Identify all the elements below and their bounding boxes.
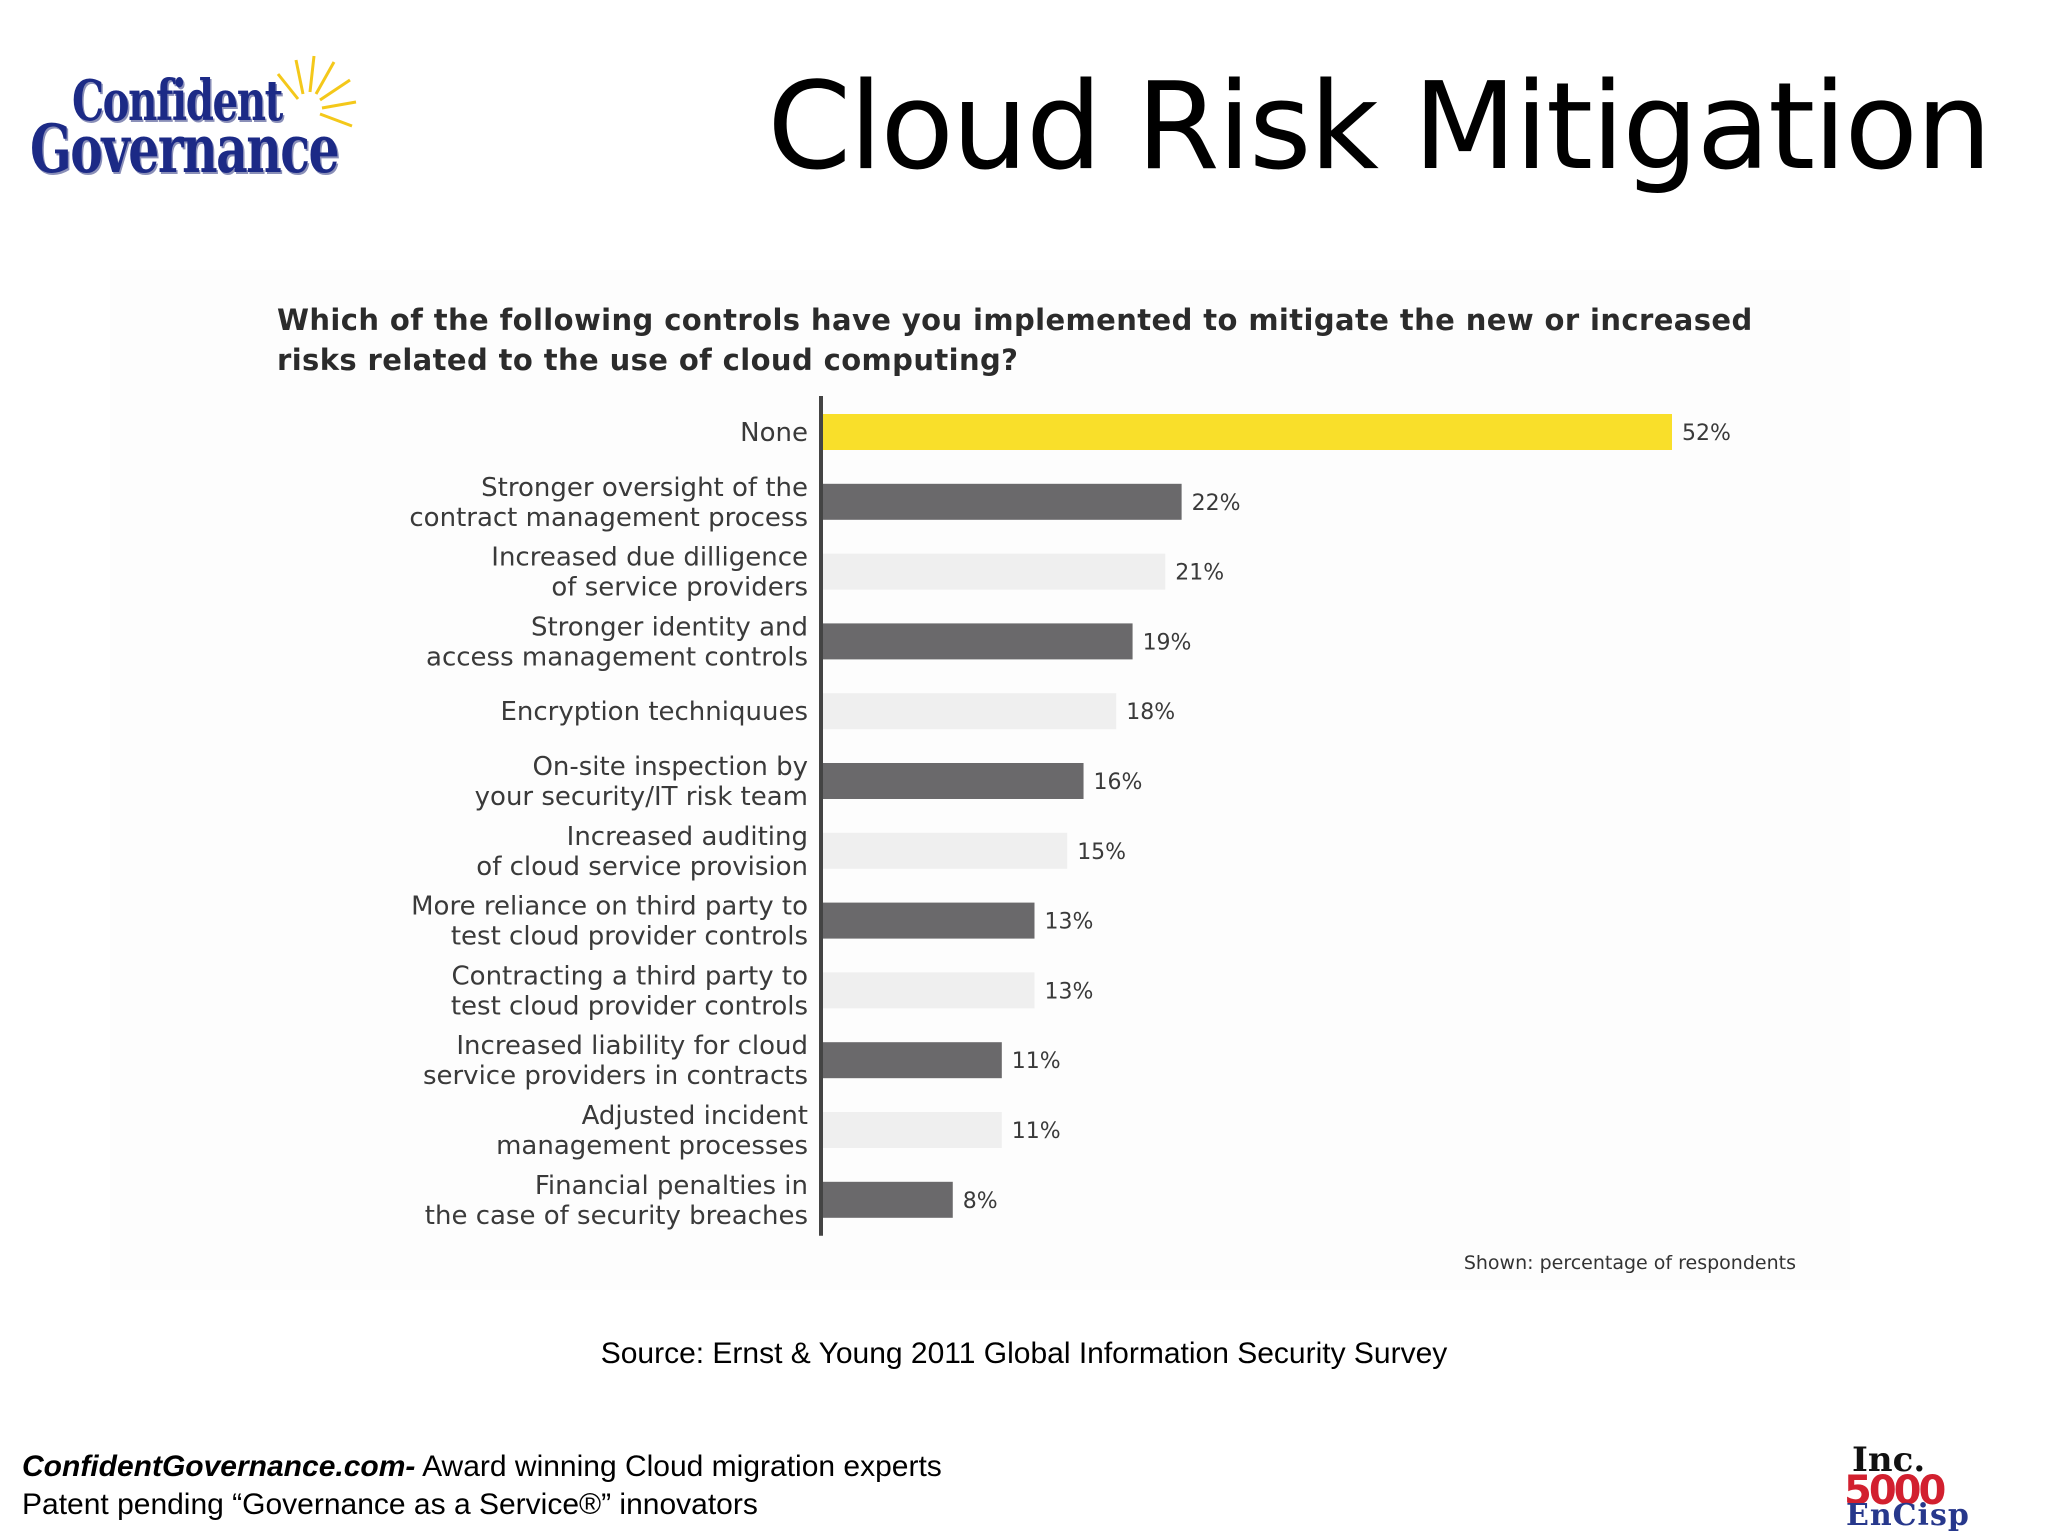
badge-inc-text: Inc. bbox=[1852, 1440, 1926, 1480]
bar-5 bbox=[822, 693, 1117, 730]
logo-text-line-2: Governance bbox=[30, 110, 340, 188]
footer-line-2: Patent pending “Governance as a Service®… bbox=[22, 1488, 758, 1521]
category-label-3: Increased due dilligence of service provi… bbox=[491, 543, 808, 603]
category-label-2: Stronger oversight of the contract manage… bbox=[409, 473, 808, 533]
value-label-3: 21% bbox=[1175, 561, 1224, 586]
bar-2 bbox=[822, 483, 1182, 520]
chart-title: Which of the following controls have you… bbox=[277, 303, 1753, 377]
source-citation: Source: Ernst & Young 2011 Global Inform… bbox=[600, 1337, 1448, 1370]
category-label-5: Encryption techniquues bbox=[500, 697, 808, 727]
bar-10 bbox=[822, 1042, 1002, 1079]
badge-encisp-text: EnCisp bbox=[1846, 1498, 1970, 1533]
badge-5000-text: 5000 bbox=[1844, 1468, 1946, 1514]
category-label-7: Increased auditing of cloud service provi… bbox=[476, 822, 808, 882]
value-label-8: 13% bbox=[1045, 910, 1094, 935]
value-label-5: 18% bbox=[1126, 700, 1175, 725]
confident-governance-logo: Confident Governance bbox=[20, 50, 357, 190]
bar-3 bbox=[822, 553, 1166, 590]
footer-tagline: Award winning Cloud migration experts bbox=[415, 1450, 942, 1483]
value-label-1: 52% bbox=[1682, 421, 1731, 446]
chart-note: Shown: percentage of respondents bbox=[1463, 1252, 1796, 1274]
bar-1 bbox=[822, 414, 1672, 450]
bar-6 bbox=[822, 763, 1084, 799]
bar-11 bbox=[822, 1112, 1002, 1148]
category-label-10: Increased liability for cloud service pro… bbox=[423, 1031, 808, 1091]
category-label-12: Financial penalties in the case of securi… bbox=[425, 1171, 808, 1231]
footer: ConfidentGovernance.com- Award winning C… bbox=[22, 1448, 942, 1524]
value-label-7: 15% bbox=[1077, 840, 1126, 865]
logo-text-line-1: Confident bbox=[72, 68, 283, 134]
value-label-4: 19% bbox=[1143, 630, 1192, 655]
bar-7 bbox=[822, 832, 1068, 869]
sun-icon bbox=[276, 55, 357, 128]
value-label-10: 11% bbox=[1012, 1049, 1061, 1074]
category-label-1: None bbox=[740, 418, 808, 448]
value-label-9: 13% bbox=[1045, 979, 1094, 1004]
bar-12 bbox=[822, 1181, 953, 1218]
category-label-9: Contracting a third party to test cloud p… bbox=[451, 961, 808, 1021]
category-label-8: More reliance on third party to test clou… bbox=[411, 892, 808, 952]
category-label-11: Adjusted incident management processes bbox=[496, 1101, 808, 1161]
inc-5000-badge: Inc. 5000 EnCisp bbox=[1838, 1440, 2044, 1533]
slide-title: Cloud Risk Mitigation bbox=[767, 58, 1992, 197]
value-label-11: 11% bbox=[1012, 1119, 1061, 1144]
footer-brand: ConfidentGovernance.com- bbox=[22, 1450, 416, 1483]
bar-9 bbox=[822, 972, 1035, 1009]
category-label-6: On-site inspection by your security/IT ri… bbox=[475, 752, 808, 812]
bar-8 bbox=[822, 902, 1035, 939]
value-label-6: 16% bbox=[1094, 770, 1143, 795]
category-label-4: Stronger identity and access management c… bbox=[426, 612, 808, 672]
value-label-12: 8% bbox=[963, 1189, 998, 1214]
bar-4 bbox=[822, 623, 1133, 660]
footer-line-1: ConfidentGovernance.com- Award winning C… bbox=[22, 1448, 942, 1486]
value-label-2: 22% bbox=[1192, 491, 1241, 516]
